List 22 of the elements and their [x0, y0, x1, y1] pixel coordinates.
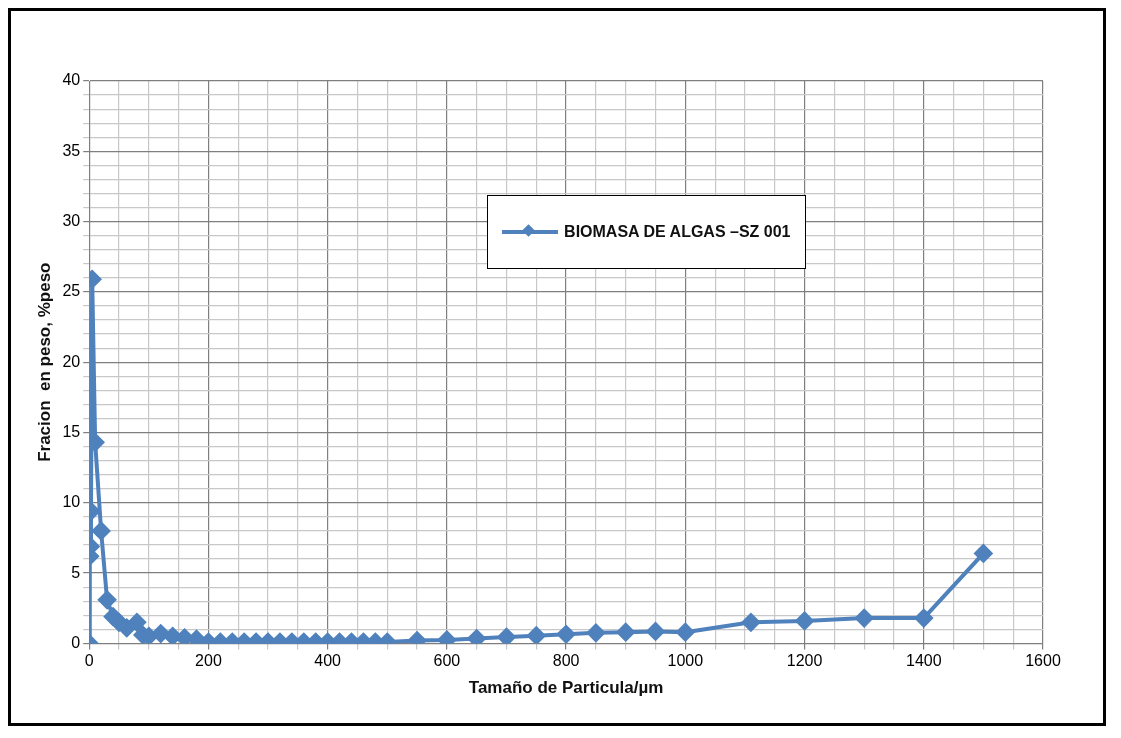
y-tick-label: 15 [62, 422, 81, 440]
x-tick-label: 1400 [905, 652, 942, 670]
y-tick-label: 20 [62, 352, 81, 370]
x-tick-label: 600 [433, 652, 461, 670]
x-tick-label: 1200 [786, 652, 823, 670]
x-tick-label: 1000 [667, 652, 704, 670]
x-tick-label: 800 [552, 652, 580, 670]
legend-box: BIOMASA DE ALGAS –SZ 001 [487, 195, 806, 270]
y-tick-label: 25 [62, 282, 81, 300]
y-tick-label: 5 [71, 563, 81, 581]
y-tick-label: 35 [62, 141, 81, 159]
x-axis-title: Tamaño de Particula/µm [468, 678, 664, 698]
y-tick-label: 40 [62, 71, 81, 89]
x-tick-label: 400 [314, 652, 342, 670]
legend-label: BIOMASA DE ALGAS –SZ 001 [564, 223, 791, 242]
y-axis-title: Fracion en peso, %peso [34, 262, 54, 462]
x-tick-label: 200 [195, 652, 222, 670]
x-tick-label: 0 [84, 652, 94, 670]
y-tick-label: 30 [62, 212, 81, 230]
y-tick-label: 10 [62, 493, 81, 511]
x-tick-label: 1600 [1025, 652, 1061, 670]
y-tick-label: 0 [71, 633, 81, 651]
